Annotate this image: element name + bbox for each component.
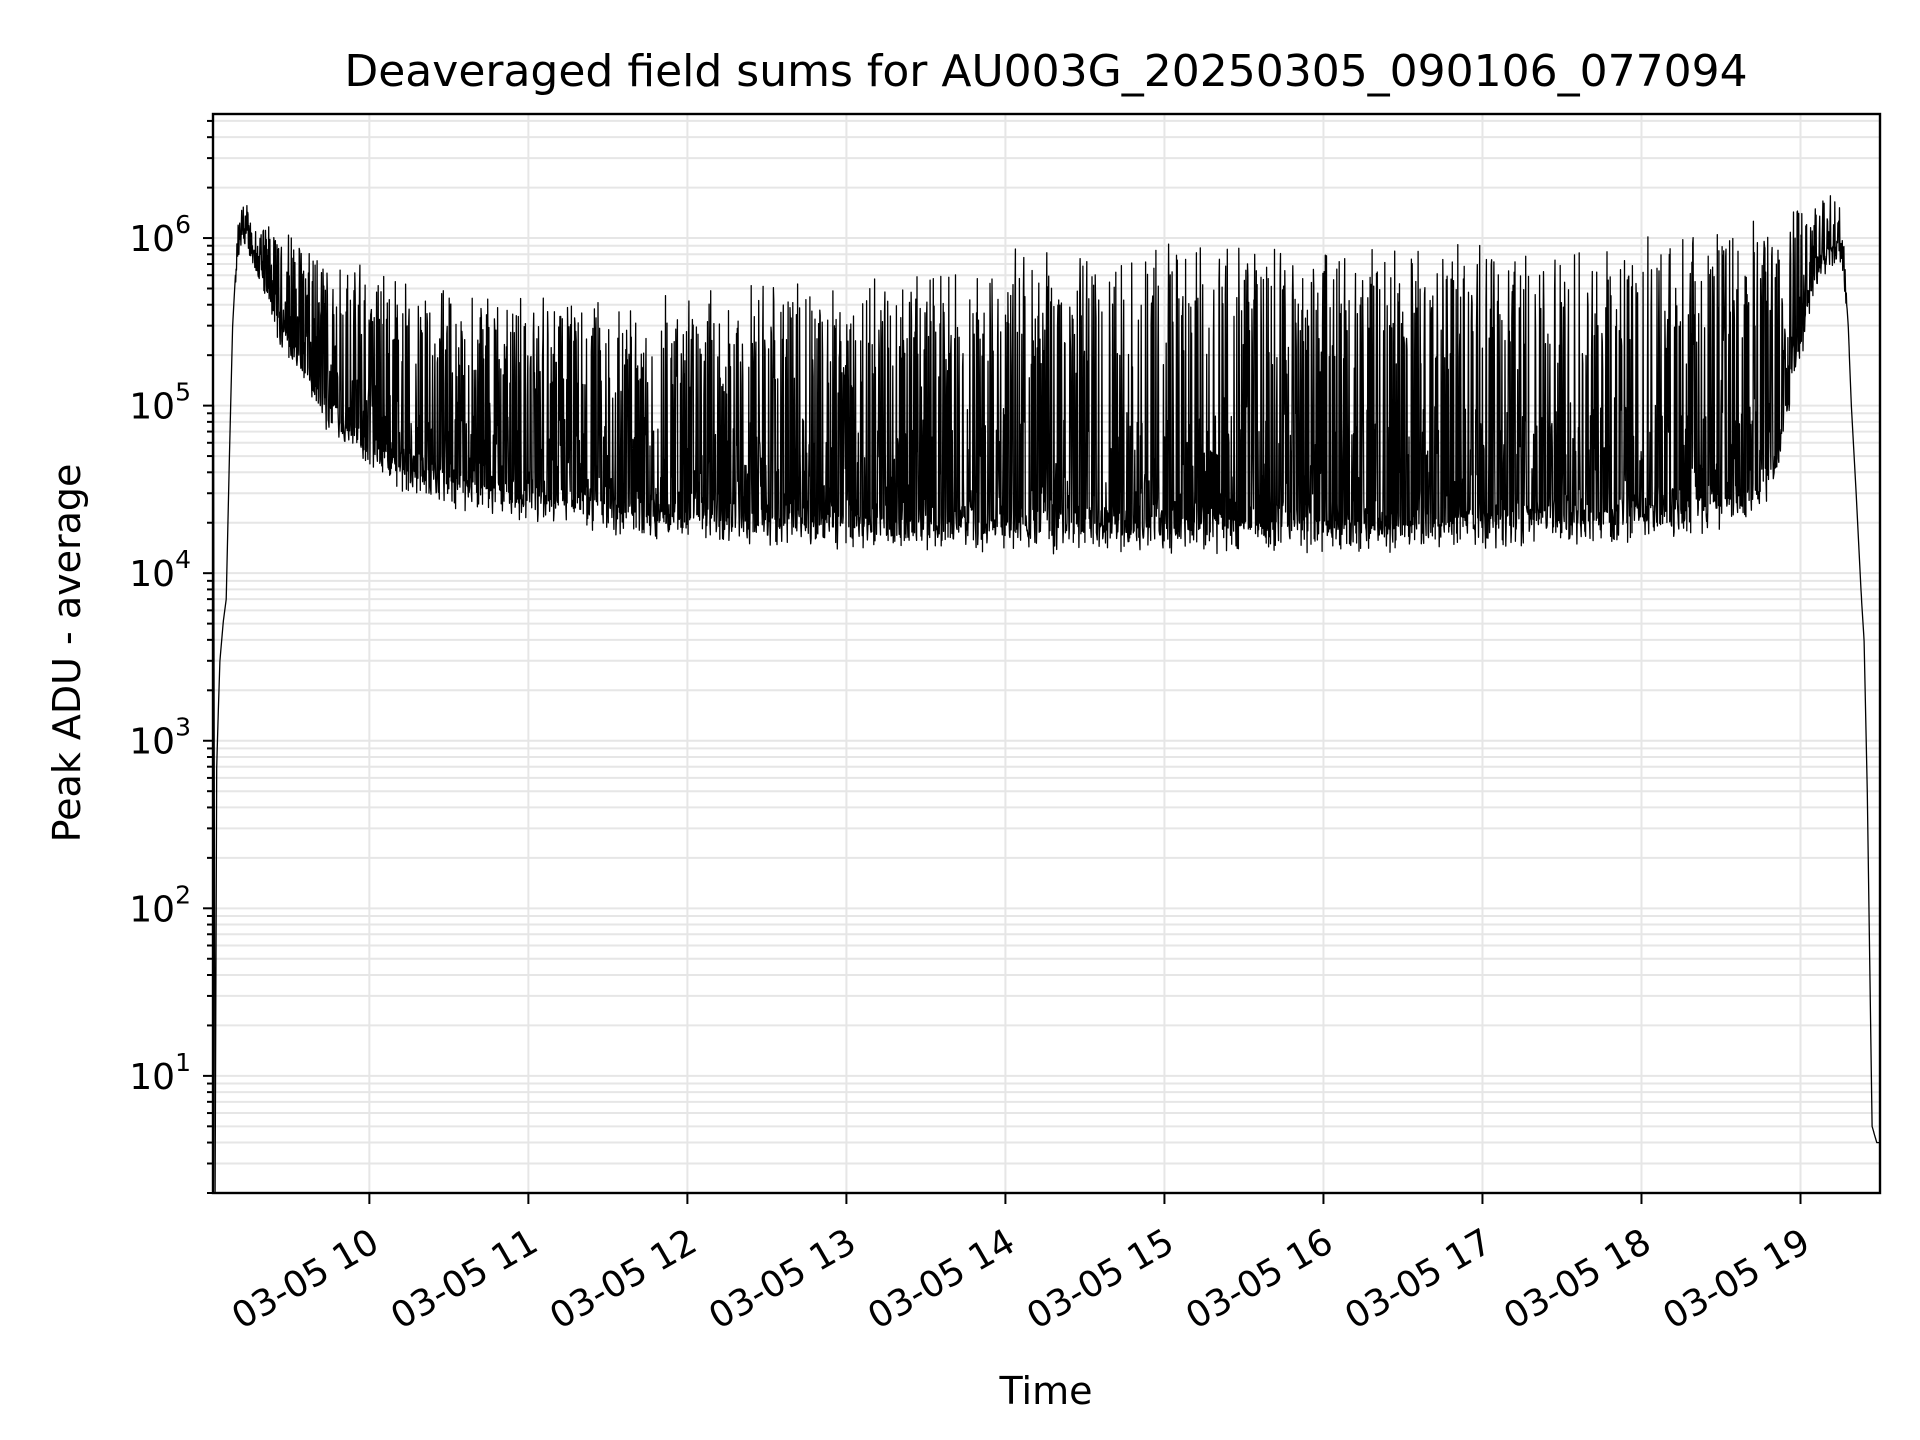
y-tick-label: 106: [129, 210, 191, 260]
y-tick-exponent: 6: [175, 210, 191, 239]
y-tick-exponent: 4: [175, 545, 191, 574]
y-tick-label: 104: [129, 545, 191, 595]
y-tick-label: 103: [129, 713, 191, 763]
y-tick-base: 10: [129, 219, 175, 260]
y-tick-base: 10: [129, 889, 175, 930]
y-tick-label: 105: [129, 378, 191, 428]
chart-title: Deaveraged field sums for AU003G_2025030…: [344, 46, 1747, 97]
series-layer: [212, 195, 1881, 1193]
x-axis-label: Time: [999, 1369, 1093, 1413]
y-tick-base: 10: [129, 722, 175, 763]
y-tick-label: 101: [129, 1048, 191, 1098]
y-axis-label: Peak ADU - average: [45, 464, 89, 843]
y-tick-exponent: 3: [175, 713, 191, 742]
y-tick-exponent: 1: [175, 1048, 191, 1077]
y-tick-exponent: 5: [175, 378, 191, 407]
y-tick-base: 10: [129, 554, 175, 595]
y-tick-exponent: 2: [175, 880, 191, 909]
y-tick-base: 10: [129, 1057, 175, 1098]
y-tick-label: 102: [129, 880, 191, 930]
plot-frame: [211, 112, 1882, 1195]
y-tick-base: 10: [129, 387, 175, 428]
series-line: [212, 195, 1881, 1193]
